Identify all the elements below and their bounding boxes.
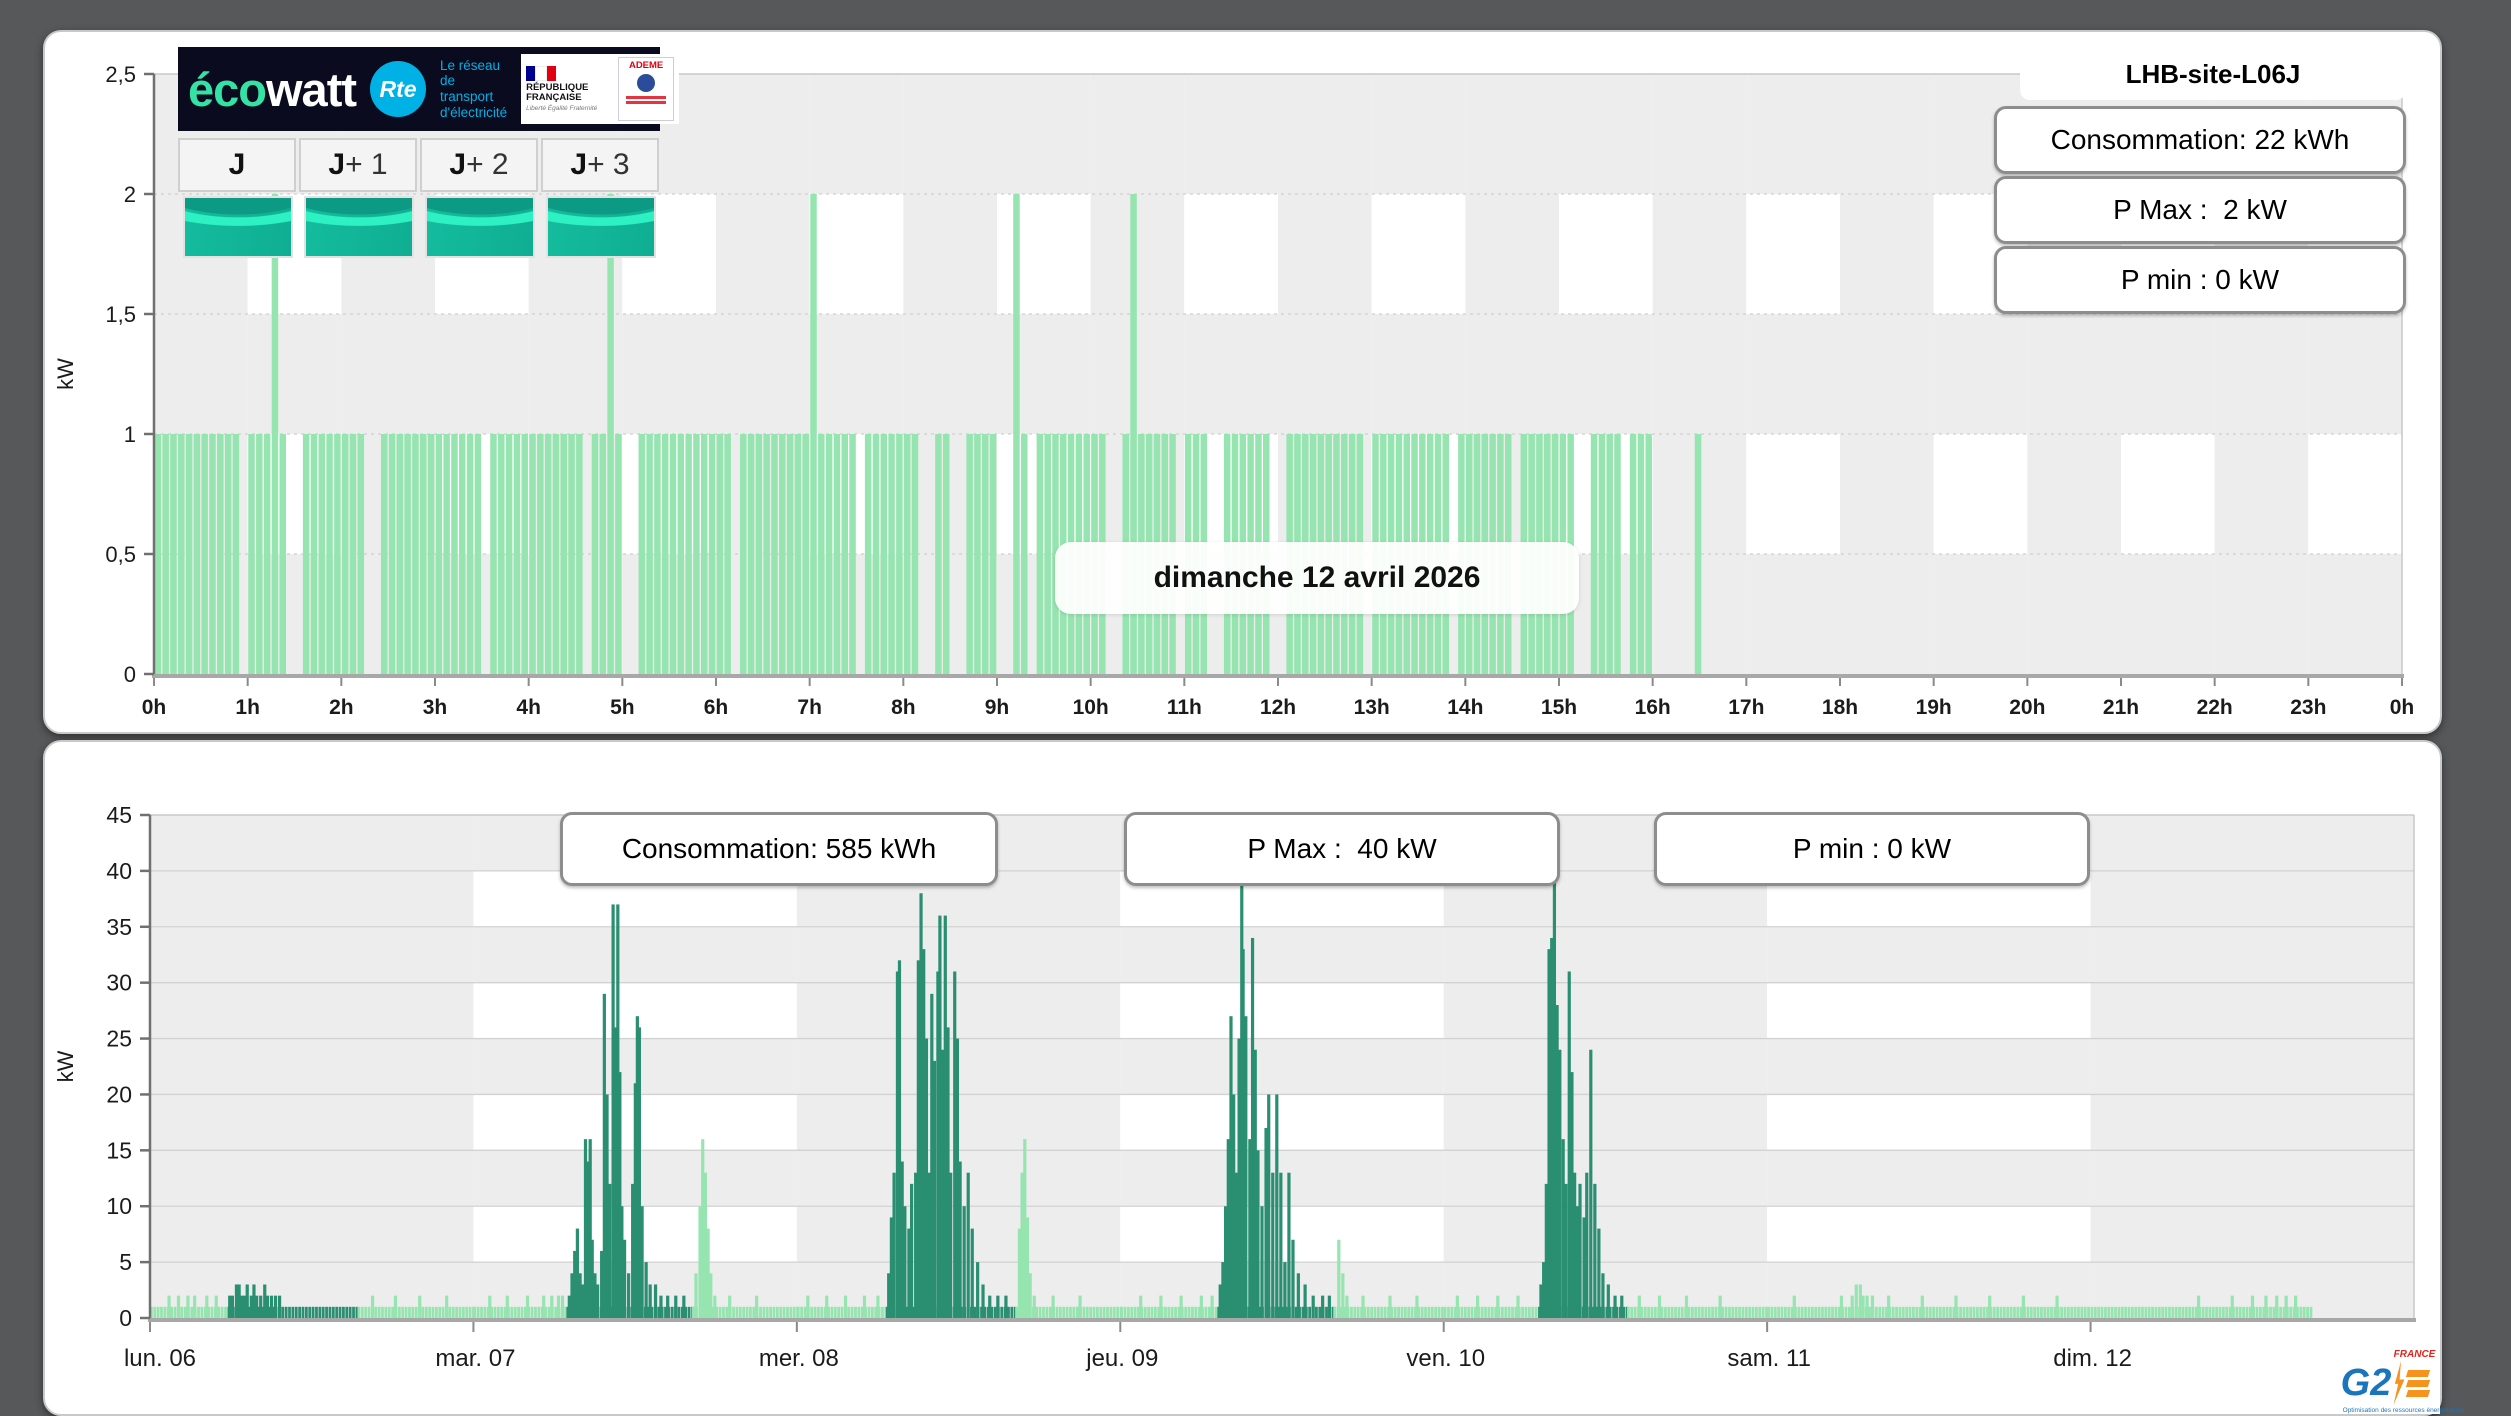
svg-text:2h: 2h <box>329 696 354 719</box>
weekly-pmin-badge: P min : 0 kW <box>1654 812 2090 886</box>
french-flag-icon <box>526 65 557 81</box>
ecowatt-tile-j1[interactable] <box>304 196 414 258</box>
svg-text:jeu. 09: jeu. 09 <box>1085 1345 1158 1372</box>
weekly-pmax-badge: P Max : 40 kW <box>1124 812 1560 886</box>
svg-text:35: 35 <box>106 914 132 940</box>
svg-text:5h: 5h <box>610 696 635 719</box>
daily-chart-panel: 0 0,5 1 1,5 2 2,5 kW 0h 1h 2h 3h 4h 5h 6h 7h 8h 9h 10h 11h… <box>43 30 2442 734</box>
svg-text:25: 25 <box>106 1026 132 1052</box>
g2e-france-logo: G2 FRANCE Optimisation des ressources én… <box>2330 1349 2464 1414</box>
svg-text:12h: 12h <box>1260 696 1296 719</box>
weekly-chart-canvas: 0 5 10 15 20 25 30 35 40 45 kW lun. 06 mar. 07 mer. 0… <box>53 802 2416 1372</box>
svg-text:0: 0 <box>124 662 136 687</box>
svg-text:9h: 9h <box>985 696 1010 719</box>
svg-text:20h: 20h <box>2009 696 2045 719</box>
svg-text:5: 5 <box>119 1249 132 1275</box>
svg-text:30: 30 <box>106 970 132 996</box>
svg-text:8h: 8h <box>891 696 916 719</box>
svg-text:1: 1 <box>124 422 136 447</box>
svg-text:kW: kW <box>53 1050 78 1082</box>
svg-text:40: 40 <box>106 858 132 884</box>
svg-text:1,5: 1,5 <box>105 302 136 327</box>
svg-text:mar. 07: mar. 07 <box>435 1345 515 1372</box>
svg-text:6h: 6h <box>704 696 729 719</box>
lightning-bolt-icon <box>2393 1361 2405 1405</box>
svg-text:lun. 06: lun. 06 <box>124 1345 196 1372</box>
svg-text:kW: kW <box>53 358 78 390</box>
forecast-button-j1[interactable]: J + 1 <box>299 138 417 192</box>
svg-text:11h: 11h <box>1167 696 1202 719</box>
svg-text:18h: 18h <box>1822 696 1858 719</box>
forecast-button-j2[interactable]: J + 2 <box>420 138 538 192</box>
svg-text:0h: 0h <box>2390 696 2415 719</box>
svg-text:ven. 10: ven. 10 <box>1406 1345 1485 1372</box>
ecowatt-tile-j[interactable] <box>183 196 293 258</box>
forecast-button-j3[interactable]: J + 3 <box>541 138 659 192</box>
ecowatt-wordmark: écowatt <box>188 62 357 116</box>
svg-text:20: 20 <box>106 1081 132 1107</box>
forecast-button-j[interactable]: J <box>178 138 296 192</box>
svg-text:17h: 17h <box>1728 696 1764 719</box>
weekly-chart-panel: 0 5 10 15 20 25 30 35 40 45 kW lun. 06 mar. 07 mer. 0… <box>43 740 2464 1416</box>
ecowatt-tile-j2[interactable] <box>425 196 535 258</box>
svg-text:7h: 7h <box>797 696 822 719</box>
svg-text:mer. 08: mer. 08 <box>759 1345 839 1372</box>
svg-text:14h: 14h <box>1447 696 1483 719</box>
daily-pmin-badge: P min : 0 kW <box>1994 246 2406 314</box>
svg-text:16h: 16h <box>1635 696 1671 719</box>
svg-text:0h: 0h <box>142 696 167 719</box>
svg-text:4h: 4h <box>516 696 541 719</box>
daily-consumption-badge: Consommation: 22 kWh <box>1994 106 2406 174</box>
rte-logo-icon: Rte <box>370 61 426 117</box>
svg-text:sam. 11: sam. 11 <box>1727 1345 1811 1372</box>
ecowatt-logo-banner: écowatt Rte Le réseau de transport d'éle… <box>178 47 680 131</box>
svg-text:15: 15 <box>106 1137 132 1163</box>
daily-pmax-badge: P Max : 2 kW <box>1994 176 2406 244</box>
svg-text:2: 2 <box>124 182 136 207</box>
government-logos: RÉPUBLIQUE FRANÇAISE Liberté Égalité Frat… <box>521 54 680 124</box>
svg-text:2,5: 2,5 <box>105 62 136 87</box>
weekly-consumption-badge: Consommation: 585 kWh <box>560 812 998 886</box>
svg-text:21h: 21h <box>2103 696 2139 719</box>
svg-text:0: 0 <box>119 1305 132 1331</box>
rte-tagline: Le réseau de transport d'électricité <box>440 57 508 120</box>
republique-francaise-logo: RÉPUBLIQUE FRANÇAISE Liberté Égalité Frat… <box>526 65 612 112</box>
svg-text:13h: 13h <box>1354 696 1390 719</box>
svg-text:45: 45 <box>106 802 132 828</box>
ademe-logo: ADEME <box>618 57 675 121</box>
svg-text:1h: 1h <box>235 696 260 719</box>
stylized-e-icon <box>2406 1369 2431 1397</box>
site-name-label: LHB-site-L06J <box>2020 48 2406 100</box>
svg-text:15h: 15h <box>1541 696 1577 719</box>
ecowatt-tile-j3[interactable] <box>546 196 656 258</box>
svg-text:22h: 22h <box>2197 696 2233 719</box>
svg-text:23h: 23h <box>2290 696 2326 719</box>
svg-text:dim. 12: dim. 12 <box>2053 1345 2132 1372</box>
svg-text:19h: 19h <box>1916 696 1952 719</box>
svg-text:10h: 10h <box>1073 696 1109 719</box>
svg-text:3h: 3h <box>423 696 448 719</box>
date-annotation: dimanche 12 avril 2026 <box>1055 542 1579 614</box>
svg-text:0,5: 0,5 <box>105 542 136 567</box>
svg-text:10: 10 <box>106 1193 132 1219</box>
ademe-globe-icon <box>637 74 656 92</box>
